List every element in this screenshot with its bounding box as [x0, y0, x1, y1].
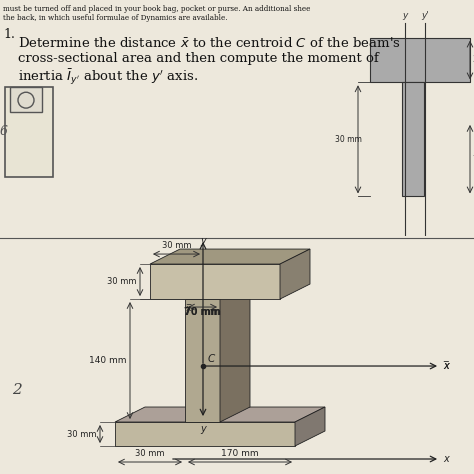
Polygon shape [115, 407, 325, 422]
Bar [5, 87, 53, 176]
Text: 30 mm: 30 mm [162, 241, 191, 250]
Text: inertia $\bar{I}_{y'}$ about the $y'$ axis.: inertia $\bar{I}_{y'}$ about the $y'$ ax… [18, 67, 199, 87]
Text: x: x [443, 454, 449, 464]
Text: 30 mm: 30 mm [335, 136, 362, 145]
Text: y: y [402, 11, 408, 20]
Text: the back, in which useful formulae of Dynamics are available.: the back, in which useful formulae of Dy… [3, 14, 228, 22]
Text: 1.: 1. [3, 28, 15, 41]
Text: x̅: x̅ [186, 304, 191, 313]
Bar [402, 82, 424, 196]
Text: 70 mm: 70 mm [473, 155, 474, 164]
Text: 170 mm: 170 mm [221, 449, 259, 458]
Polygon shape [115, 422, 295, 446]
Text: C: C [208, 354, 215, 364]
Polygon shape [185, 284, 250, 299]
Text: must be turned off and placed in your book bag, pocket or purse. An additional s: must be turned off and placed in your bo… [3, 5, 310, 13]
Text: 70 mm: 70 mm [184, 307, 221, 317]
Text: x̅: x̅ [443, 361, 449, 371]
Polygon shape [280, 249, 310, 299]
Polygon shape [185, 299, 220, 422]
Text: y': y' [421, 11, 429, 20]
Text: 30 mm: 30 mm [108, 277, 137, 286]
Polygon shape [150, 264, 280, 299]
Text: 2: 2 [12, 383, 22, 397]
Text: 70 mm: 70 mm [185, 307, 220, 317]
Text: x: x [443, 361, 449, 371]
Text: 30 mm: 30 mm [135, 449, 165, 458]
Polygon shape [220, 284, 250, 422]
Text: cross-sectional area and then compute the moment of: cross-sectional area and then compute th… [18, 52, 379, 64]
Text: 30 mm: 30 mm [473, 55, 474, 64]
Text: 140 mm: 140 mm [90, 356, 127, 365]
Bar [370, 38, 470, 82]
Polygon shape [295, 407, 325, 446]
Text: Determine the distance $\bar{x}$ to the centroid $C$ of the beam's: Determine the distance $\bar{x}$ to the … [18, 36, 401, 50]
Text: 6: 6 [0, 126, 8, 138]
Text: y: y [200, 236, 206, 246]
Text: y: y [200, 424, 206, 434]
Text: 30 mm: 30 mm [67, 429, 97, 438]
Bar [10, 87, 42, 112]
Polygon shape [150, 249, 310, 264]
